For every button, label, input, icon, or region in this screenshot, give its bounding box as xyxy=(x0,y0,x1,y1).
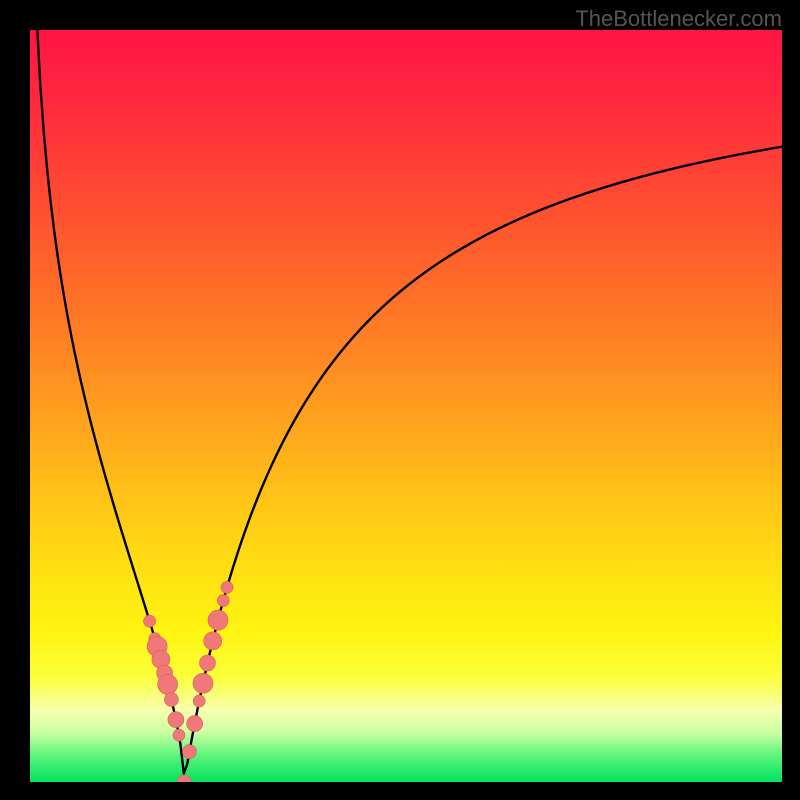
marker-group xyxy=(144,581,233,782)
curve-marker xyxy=(164,693,178,707)
curve-marker xyxy=(187,716,203,732)
curve-marker xyxy=(208,610,228,630)
curve-marker xyxy=(221,581,233,593)
curve-marker xyxy=(193,695,205,707)
curve-layer xyxy=(30,30,782,782)
curve-marker xyxy=(217,595,229,607)
curve-marker xyxy=(168,712,184,728)
curve-marker xyxy=(144,615,156,627)
watermark-text: TheBottlenecker.com xyxy=(575,6,782,32)
curve-marker xyxy=(158,674,178,694)
curve-marker xyxy=(173,729,185,741)
curve-marker xyxy=(193,673,213,693)
curve-marker xyxy=(204,632,222,650)
bottleneck-curve xyxy=(32,30,782,773)
curve-marker xyxy=(177,775,191,782)
curve-marker xyxy=(199,655,215,671)
curve-marker xyxy=(182,745,196,759)
plot-area xyxy=(30,30,782,782)
